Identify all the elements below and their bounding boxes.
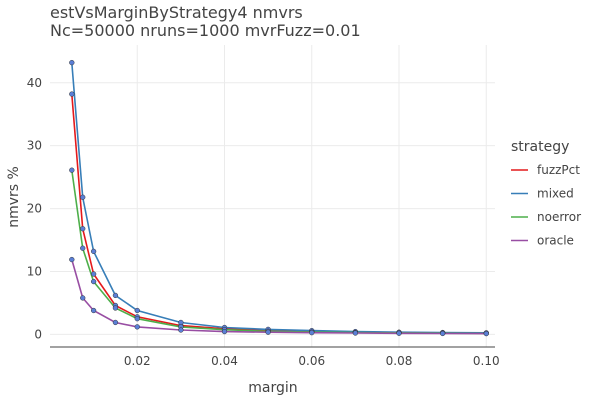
data-point: [69, 59, 75, 66]
data-point: [396, 330, 402, 336]
y-tick-label: 10: [27, 265, 42, 279]
legend-label: oracle: [537, 234, 574, 248]
data-point: [483, 330, 489, 337]
data-point: [90, 248, 97, 255]
data-point: [439, 330, 446, 337]
series-points-fuzzPct: [69, 91, 489, 336]
data-point: [178, 327, 184, 333]
data-point: [112, 292, 119, 299]
legend-title: strategy: [511, 139, 569, 155]
data-point: [309, 330, 315, 336]
chart-subtitle: Nc=50000 nruns=1000 mvrFuzz=0.01: [50, 21, 361, 40]
series-points-noerror: [69, 167, 489, 337]
data-point: [80, 245, 86, 251]
legend: strategy fuzzPct mixed noerror oracle: [511, 139, 581, 248]
y-tick-label: 20: [27, 202, 42, 216]
x-tick-label: 0.08: [386, 354, 413, 368]
series-line-oracle: [71, 259, 487, 335]
legend-item-fuzzPct: fuzzPct: [511, 163, 580, 177]
data-point: [80, 226, 86, 232]
data-point: [69, 91, 75, 97]
data-point: [265, 329, 271, 335]
y-axis-label: nmvrs %: [6, 166, 22, 228]
y-tick-label: 40: [27, 76, 42, 90]
data-point: [69, 256, 75, 263]
axes: 0.02 0.04 0.06 0.08 0.10 0 10 20 30 40: [27, 76, 500, 368]
x-tick-label: 0.02: [124, 354, 151, 368]
chart-title: estVsMarginByStrategy4 nmvrs: [50, 3, 303, 22]
series: [69, 59, 489, 337]
series-oracle: [71, 259, 487, 335]
y-tick-label: 0: [34, 327, 42, 341]
data-point: [352, 330, 359, 336]
x-tick-label: 0.10: [473, 354, 500, 368]
legend-item-mixed: mixed: [511, 187, 574, 201]
series-line-mixed: [71, 62, 487, 334]
data-point: [69, 167, 75, 173]
legend-label: noerror: [537, 210, 581, 224]
data-point: [90, 271, 97, 277]
legend-item-oracle: oracle: [511, 234, 574, 248]
data-point: [112, 305, 119, 311]
series-line-fuzzPct: [71, 94, 487, 335]
data-point: [134, 316, 140, 322]
data-point: [178, 319, 184, 326]
data-point: [80, 194, 86, 200]
x-axis-label: margin: [248, 380, 297, 396]
data-point: [90, 307, 97, 314]
series-points-oracle: [69, 256, 489, 337]
data-point: [134, 324, 140, 330]
data-point: [90, 278, 97, 285]
series-mixed: [71, 62, 487, 334]
series-fuzzPct: [71, 94, 487, 335]
x-tick-label: 0.04: [211, 354, 238, 368]
x-tick-label: 0.06: [298, 354, 325, 368]
y-tick-label: 30: [27, 139, 42, 153]
data-point: [134, 307, 140, 314]
series-points-mixed: [69, 59, 489, 336]
grid: [50, 45, 495, 347]
legend-label: mixed: [537, 187, 574, 201]
data-point: [221, 328, 228, 335]
legend-item-noerror: noerror: [511, 210, 581, 224]
legend-label: fuzzPct: [537, 163, 580, 177]
data-point: [112, 319, 119, 326]
data-point: [80, 295, 86, 301]
